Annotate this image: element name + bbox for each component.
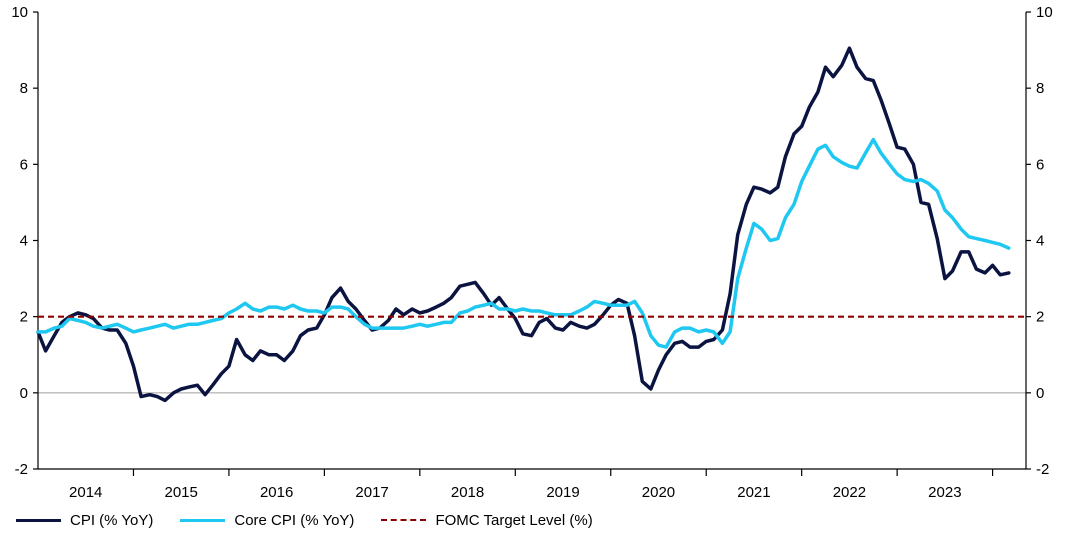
y-tick-label-right: 4 (1036, 233, 1044, 250)
y-tick-label-right: 10 (1036, 4, 1053, 21)
legend-item-cpi: CPI (% YoY) (16, 512, 153, 529)
x-tick-label: 2015 (165, 484, 198, 501)
y-tick-label-left: 4 (20, 233, 28, 250)
y-tick-label-left: 8 (20, 80, 28, 97)
legend-item-fomc-target: FOMC Target Level (%) (381, 511, 593, 529)
legend-swatch-fomc-target (381, 519, 427, 521)
y-tick-label-right: 2 (1036, 309, 1044, 326)
x-tick-label: 2016 (260, 484, 293, 501)
legend-label-cpi: CPI (% YoY) (70, 511, 154, 529)
y-tick-label-left: 6 (20, 156, 28, 173)
legend-swatch-core-cpi (180, 518, 226, 522)
legend-label-fomc-target: FOMC Target Level (%) (435, 511, 593, 529)
plot-area: -2 -2 0 0 2 2 4 4 6 6 8 8 10 10 2014 2015 2016 2017 2018 20… (11, 4, 1052, 501)
x-tick-label: 2020 (642, 484, 675, 501)
y-tick-label-right: 0 (1036, 385, 1044, 402)
y-tick-label-right: 8 (1036, 80, 1044, 97)
legend-item-core-cpi: Core CPI (% YoY) (180, 512, 354, 529)
x-tick-label: 2023 (928, 484, 961, 501)
x-tick-label: 2021 (737, 484, 770, 501)
legend-label-core-cpi: Core CPI (% YoY) (234, 511, 355, 529)
x-tick-label: 2017 (355, 484, 388, 501)
x-tick-label: 2019 (546, 484, 579, 501)
x-tick-label: 2022 (833, 484, 866, 501)
y-tick-label-right: 6 (1036, 156, 1044, 173)
y-tick-label-right: -2 (1036, 461, 1049, 478)
y-tick-label-left: -2 (15, 461, 28, 478)
legend-swatch-cpi (16, 518, 61, 522)
y-tick-label-left: 0 (20, 385, 28, 402)
x-tick-label: 2018 (451, 484, 484, 501)
y-tick-label-left: 10 (11, 4, 28, 21)
series-line-core (36, 137, 1011, 349)
x-tick-label: 2014 (69, 484, 102, 501)
y-tick-label-left: 2 (20, 309, 28, 326)
legend: CPI (% YoY) Core CPI (% YoY) FOMC Target… (16, 508, 620, 532)
series-line-cpi (36, 46, 1011, 403)
